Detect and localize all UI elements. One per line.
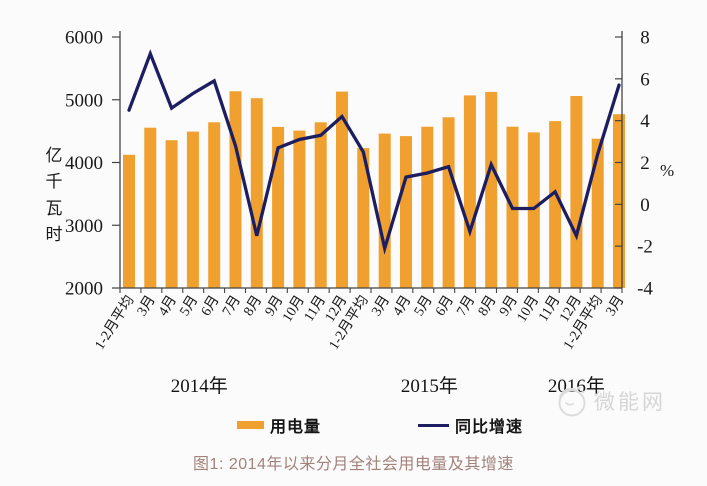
bar-1 [144,127,157,288]
legend: 用电量 同比增速 [237,413,523,437]
right-tick-label-3: 2 [640,153,650,174]
bar-22 [591,138,604,288]
x-label-20: 11月 [535,293,563,325]
left-tick-label-4: 2000 [65,279,103,300]
left-tick-label-2: 4000 [65,153,103,174]
figure-caption: 图1: 2014年以来分月全社会用电量及其增速 [193,456,514,473]
bar-8 [293,130,306,288]
x-label-1: 3月 [134,293,159,319]
x-label-17: 8月 [475,293,500,319]
x-label-19: 10月 [514,293,542,325]
bar-9 [314,122,327,288]
x-label-5: 7月 [219,293,244,319]
x-label-8: 10月 [279,293,307,325]
right-axis-unit-label: % [660,161,675,180]
left-axis-unit-label: 亿千瓦时 [45,146,63,245]
bar-6 [250,98,263,288]
legend-bar-swatch [237,421,264,429]
year-label-1: 2015年 [401,375,458,397]
bar-12 [378,133,391,288]
x-label-2: 4月 [155,293,180,319]
bar-17 [485,91,498,289]
legend-label-growth: 同比增速 [455,419,524,436]
x-label-13: 4月 [390,293,415,319]
x-label-4: 6月 [198,293,223,319]
watermark-text: 微能网 [594,391,666,414]
x-label-15: 6月 [432,293,457,319]
watermark: 微能网 [553,381,666,421]
bar-5 [229,91,242,288]
bar-16 [463,95,476,289]
x-label-3: 5月 [177,293,202,319]
legend-label-consumption: 用电量 [270,419,322,436]
legend-line-swatch [418,423,450,427]
bar-0 [123,154,135,288]
bar-11 [357,148,370,288]
bar-13 [400,136,412,288]
x-label-6: 8月 [240,293,265,319]
right-tick-label-5: -2 [637,237,653,258]
right-tick-label-4: 0 [640,195,650,216]
x-label-0: 1-2月平均 [92,293,138,353]
growth-line [127,49,621,255]
x-label-12: 3月 [368,293,393,319]
right-tick-label-6: -4 [637,279,653,300]
left-tick-label-0: 6000 [65,28,103,49]
legend-item-consumption: 用电量 [237,413,321,437]
x-label-14: 5月 [411,293,436,319]
x-label-16: 7月 [454,293,479,319]
left-tick-label-1: 5000 [65,90,103,111]
right-tick-label-2: 4 [640,111,650,132]
watermark-logo-icon [558,386,586,417]
left-tick-label-3: 3000 [65,216,103,237]
bar-20 [549,121,562,288]
bar-23 [613,114,625,288]
right-tick-label-1: 6 [640,69,650,90]
year-label-0: 2014年 [171,375,228,397]
year-label-2: 2016年 [548,375,605,397]
bar-15 [442,117,455,288]
bar-14 [421,126,434,288]
x-label-9: 11月 [301,293,329,325]
bar-21 [570,96,583,288]
bar-19 [527,132,540,288]
right-tick-label-0: 8 [640,28,650,49]
legend-item-growth: 同比增速 [418,413,523,437]
bar-4 [208,122,221,288]
bar-2 [165,140,178,288]
x-label-23: 3月 [603,293,628,319]
bar-10 [336,91,348,288]
bar-3 [186,131,199,288]
